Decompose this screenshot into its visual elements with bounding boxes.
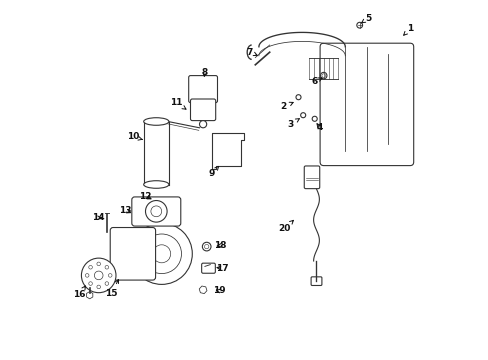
Circle shape	[89, 265, 92, 269]
Circle shape	[105, 265, 108, 269]
Text: 5: 5	[361, 14, 371, 23]
FancyBboxPatch shape	[310, 277, 321, 285]
Text: 14: 14	[91, 213, 104, 222]
FancyBboxPatch shape	[320, 43, 413, 166]
Circle shape	[81, 258, 116, 293]
Text: 15: 15	[105, 280, 118, 298]
Circle shape	[145, 201, 167, 222]
Circle shape	[94, 271, 103, 280]
Text: 17: 17	[215, 264, 228, 273]
Circle shape	[105, 282, 108, 285]
Circle shape	[97, 262, 101, 266]
Text: 12: 12	[139, 192, 151, 201]
Text: 11: 11	[169, 98, 185, 109]
FancyBboxPatch shape	[190, 99, 215, 121]
Text: 2: 2	[280, 102, 293, 112]
Text: 16: 16	[73, 286, 86, 299]
Circle shape	[204, 244, 208, 249]
Text: 3: 3	[287, 119, 299, 129]
Circle shape	[320, 72, 326, 79]
FancyBboxPatch shape	[132, 197, 181, 226]
FancyBboxPatch shape	[188, 76, 217, 103]
Text: 18: 18	[213, 241, 226, 250]
Text: 8: 8	[202, 68, 207, 77]
Circle shape	[89, 282, 92, 285]
Ellipse shape	[143, 118, 168, 125]
Circle shape	[152, 245, 170, 263]
Circle shape	[108, 274, 112, 277]
Text: 4: 4	[316, 123, 323, 132]
Circle shape	[97, 285, 101, 289]
Text: 20: 20	[278, 220, 293, 233]
FancyBboxPatch shape	[201, 263, 215, 273]
Circle shape	[202, 242, 211, 251]
Circle shape	[356, 22, 362, 28]
Circle shape	[295, 95, 301, 100]
FancyBboxPatch shape	[304, 166, 319, 189]
Text: 1: 1	[403, 24, 412, 35]
Circle shape	[199, 121, 206, 128]
Circle shape	[300, 113, 305, 118]
FancyBboxPatch shape	[110, 228, 155, 280]
Circle shape	[151, 206, 162, 217]
Text: 10: 10	[126, 132, 142, 141]
Text: 13: 13	[119, 206, 132, 215]
Circle shape	[142, 234, 181, 274]
Text: 9: 9	[208, 166, 218, 178]
Ellipse shape	[143, 181, 168, 188]
Circle shape	[131, 223, 192, 284]
Text: 7: 7	[246, 48, 257, 57]
Circle shape	[311, 116, 317, 121]
Circle shape	[321, 74, 325, 77]
Text: 6: 6	[311, 77, 322, 86]
Circle shape	[85, 274, 89, 277]
Text: 19: 19	[213, 287, 225, 295]
